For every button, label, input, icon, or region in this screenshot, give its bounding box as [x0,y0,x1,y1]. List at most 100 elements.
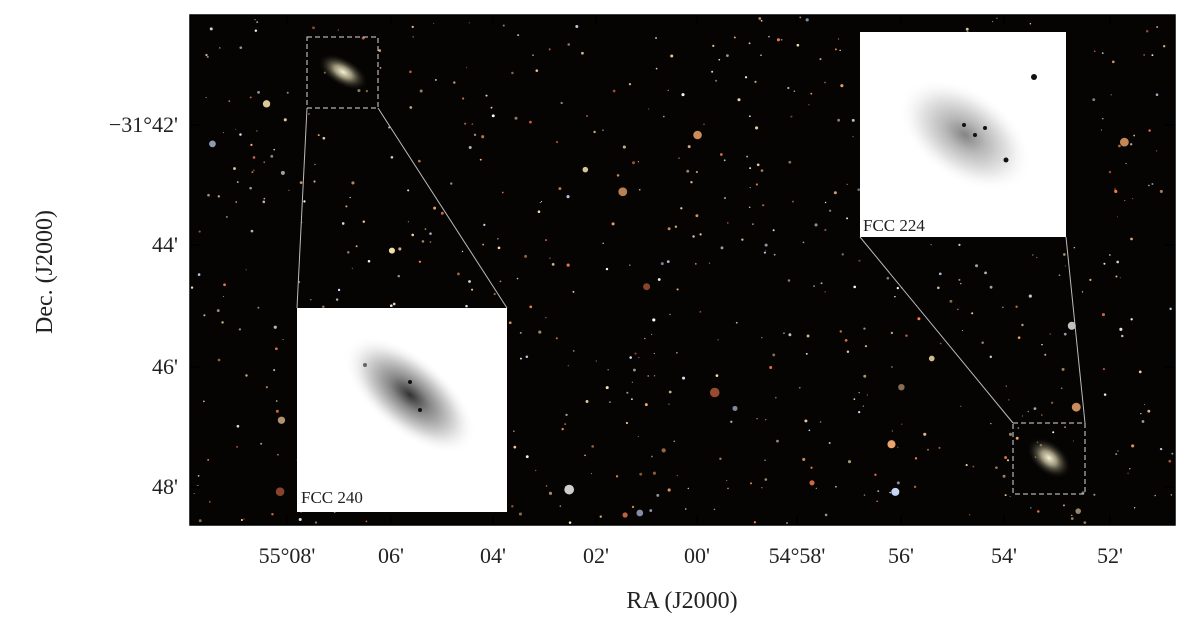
star [857,188,861,191]
star [1063,253,1066,256]
star [639,472,643,476]
star [203,400,205,403]
star [1021,323,1024,327]
star [913,485,917,489]
star [249,96,252,99]
star [221,321,224,324]
star [250,143,253,147]
star [378,49,382,52]
star [813,285,815,287]
star [236,424,240,428]
star [602,242,604,245]
star [417,159,421,163]
star [798,386,801,389]
star [730,420,733,423]
star [744,76,748,79]
star [851,118,855,122]
star [209,140,216,148]
star [1102,368,1106,371]
star [461,250,464,253]
star [419,89,423,93]
star [965,464,968,467]
star [897,446,899,448]
star [491,114,495,118]
star [591,445,595,448]
star [1143,54,1145,56]
star [1009,495,1011,498]
star [1119,327,1123,331]
star [585,400,589,403]
star [1070,514,1073,517]
star [1116,260,1120,264]
star [682,376,686,380]
star [256,130,258,132]
star [409,70,412,74]
star [760,19,763,22]
star [1067,321,1076,330]
star [1133,134,1136,137]
x-tick-label: 00' [684,543,710,568]
star [575,25,579,28]
star [898,383,905,391]
star [1037,510,1040,513]
star [991,20,994,23]
star [877,490,880,493]
star [1063,332,1067,336]
star [388,247,395,254]
star [669,313,671,316]
star [1081,491,1085,495]
star [989,285,993,289]
star [558,187,562,191]
star [245,269,247,271]
star [228,100,231,102]
star [465,66,468,69]
star [667,227,671,231]
star [727,487,729,490]
star [990,422,992,425]
star [307,112,310,115]
star [263,161,265,163]
star [835,485,837,488]
star [1148,184,1150,187]
star [1110,94,1112,96]
star [390,155,394,159]
star [810,92,813,95]
star [648,108,650,110]
star [750,482,753,485]
x-tick-label: 06' [378,543,404,568]
star [1155,93,1159,97]
star [548,491,553,495]
y-axis-label: Dec. (J2000) [32,210,58,334]
star [1017,336,1021,339]
star [829,209,832,212]
star [217,195,220,198]
star [727,222,729,224]
star [551,262,555,266]
star [502,24,505,27]
star [322,136,326,140]
star [312,26,315,30]
star [249,186,252,190]
star [485,94,488,97]
star [764,459,766,462]
star [644,403,648,407]
star [367,260,371,263]
star [539,202,541,204]
star [1015,436,1019,440]
star [365,520,368,523]
star [687,487,689,490]
star [1115,453,1118,456]
star [995,466,998,469]
star [450,182,453,185]
star [1125,162,1127,165]
star [975,264,979,268]
star [699,233,702,236]
star [511,71,514,75]
y-tick-label: 46' [152,354,178,379]
star [720,246,724,250]
star [566,263,570,267]
star [208,501,211,503]
star [886,276,890,280]
star [429,232,432,235]
